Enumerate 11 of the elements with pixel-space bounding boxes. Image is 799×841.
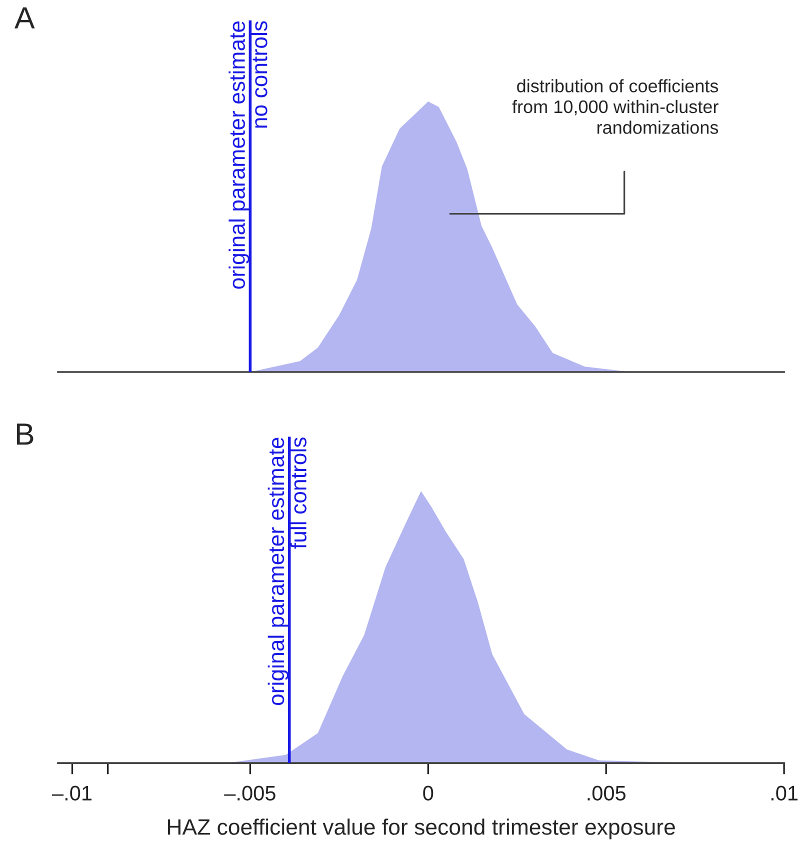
ref-line-label: original parameter estimate full controls	[268, 438, 306, 706]
x-tick-label: .01	[771, 786, 798, 801]
x-tick-label: 0	[423, 786, 434, 801]
x-axis-title: HAZ coefficient value for second trimester exposure	[168, 818, 675, 840]
annotation: distribution of coefficients from 10,000 within-cluster randomizations	[512, 79, 718, 134]
x-tick-label: –.005	[224, 786, 276, 801]
chart-title: A	[14, 7, 35, 28]
chart-title: B	[16, 424, 34, 445]
ref-line-label: original parameter estimate no controls	[228, 21, 268, 289]
x-tick-label: .005	[588, 786, 626, 801]
x-tick-label: –.01	[52, 786, 92, 801]
